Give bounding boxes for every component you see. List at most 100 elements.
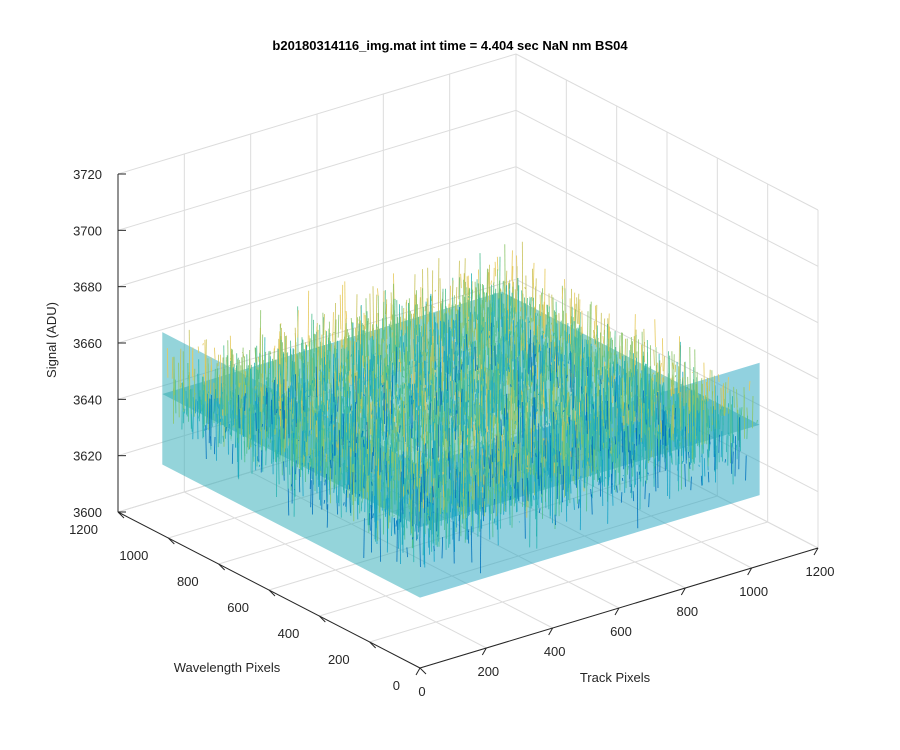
surface-sample — [555, 400, 557, 407]
surface-sample — [496, 369, 499, 405]
surface-sample — [471, 281, 473, 350]
surface-sample — [349, 391, 351, 400]
surface-sample — [464, 412, 467, 416]
surface-sample — [672, 362, 674, 370]
surface-sample — [497, 461, 499, 485]
y-tick-label: 0 — [393, 678, 400, 693]
surface-sample — [456, 381, 458, 414]
surface-sample — [632, 491, 635, 502]
surface-sample — [232, 367, 235, 426]
surface-sample — [517, 445, 519, 453]
surface-sample — [622, 332, 624, 419]
surface-sample — [426, 497, 429, 507]
surface-sample — [323, 405, 325, 421]
surface-sample — [523, 428, 526, 432]
surface-sample — [489, 489, 491, 499]
surface-sample — [547, 476, 550, 510]
surface-sample — [561, 324, 563, 337]
surface-sample — [187, 362, 189, 422]
surface-sample — [529, 469, 531, 548]
surface-sample — [551, 339, 553, 391]
surface-sample — [365, 440, 368, 481]
surface-sample — [339, 371, 342, 388]
surface-sample — [473, 379, 476, 393]
surface-sample — [331, 444, 333, 480]
surface-sample — [241, 394, 243, 420]
surface-sample — [409, 373, 411, 390]
surface-sample — [590, 343, 592, 387]
surface-sample — [614, 379, 616, 418]
surface-sample — [587, 440, 590, 450]
surface-sample — [372, 286, 374, 340]
surface-sample — [489, 363, 491, 391]
surface-sample — [434, 440, 436, 460]
surface-sample — [714, 385, 717, 455]
surface-sample — [469, 473, 471, 484]
surface-sample — [463, 279, 465, 326]
surface-sample — [527, 376, 529, 386]
surface-sample — [542, 330, 544, 334]
surface-sample — [252, 434, 254, 441]
surface-sample — [419, 297, 421, 324]
surface-sample — [314, 334, 316, 373]
surface-sample — [440, 303, 442, 322]
surface-sample — [406, 351, 409, 365]
surface-sample — [294, 397, 297, 449]
surface-sample — [316, 322, 318, 348]
surface-sample — [684, 361, 687, 426]
surface-sample — [634, 365, 636, 412]
surface-sample — [330, 341, 332, 389]
surface-sample — [442, 511, 444, 514]
surface-sample — [400, 460, 403, 470]
surface-sample — [666, 423, 668, 445]
surface-sample — [273, 382, 275, 396]
surface-sample — [429, 295, 431, 358]
surface-sample — [437, 361, 440, 368]
surface-sample — [536, 491, 538, 494]
surface-sample — [550, 322, 553, 325]
surface-sample — [597, 383, 599, 397]
surface-sample — [392, 283, 394, 353]
surface-sample — [510, 350, 512, 396]
surface-sample — [477, 375, 479, 420]
surface-sample — [427, 513, 429, 515]
surface-sample — [299, 390, 301, 401]
surface-sample — [214, 436, 216, 455]
surface-sample — [458, 511, 460, 522]
y-tick-label: 1200 — [69, 522, 98, 537]
surface-sample — [217, 402, 219, 416]
surface-sample — [574, 336, 577, 354]
surface-sample — [549, 437, 551, 446]
surface-sample — [545, 461, 547, 493]
surface-sample — [231, 349, 233, 398]
surface-sample — [346, 344, 348, 391]
surface-sample — [614, 470, 616, 483]
surface-sample — [365, 298, 367, 357]
surface-sample — [512, 441, 514, 454]
surface-sample — [595, 334, 597, 340]
surface-sample — [417, 316, 420, 336]
surface-sample — [598, 477, 600, 486]
surface-sample — [466, 445, 468, 463]
surface-sample — [470, 485, 472, 493]
surface-sample — [513, 332, 516, 342]
surface-sample — [526, 448, 528, 455]
surface-sample — [572, 441, 574, 477]
surface-sample — [707, 471, 710, 483]
surface-sample — [574, 396, 576, 411]
surface-sample — [468, 491, 470, 515]
surface-sample — [368, 318, 370, 341]
surface-sample — [197, 346, 200, 354]
surface-sample — [718, 434, 720, 453]
surface-sample — [650, 425, 652, 451]
surface-sample — [540, 444, 543, 458]
surface-sample — [537, 326, 539, 368]
surface-sample — [309, 466, 312, 490]
surface-sample — [531, 457, 533, 507]
surface-sample — [729, 390, 731, 464]
surface-sample — [201, 394, 204, 439]
surface-sample — [524, 423, 526, 427]
surface-sample — [434, 322, 436, 370]
surface-sample — [191, 411, 193, 432]
surface-sample — [536, 313, 539, 316]
